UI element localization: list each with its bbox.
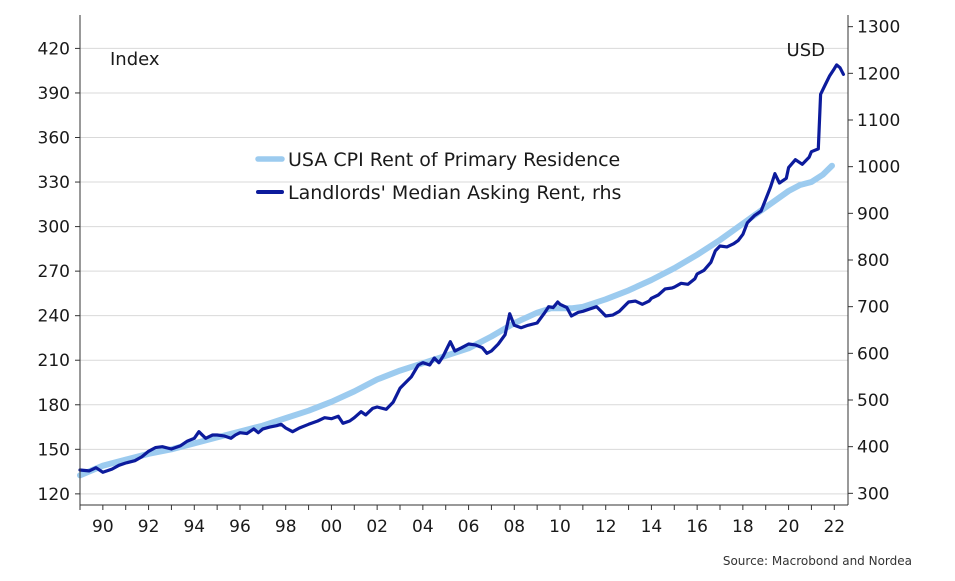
source-note: Source: Macrobond and Nordea bbox=[723, 554, 912, 568]
right-tick-label: 400 bbox=[857, 438, 889, 458]
x-tick-label: 92 bbox=[138, 517, 160, 537]
left-tick-label: 390 bbox=[38, 84, 70, 104]
x-tick-label: 96 bbox=[229, 517, 251, 537]
right-tick-label: 900 bbox=[857, 204, 889, 224]
x-tick-label: 90 bbox=[92, 517, 114, 537]
x-tick-label: 02 bbox=[366, 517, 388, 537]
left-tick-label: 300 bbox=[38, 218, 70, 238]
x-tick-label: 94 bbox=[183, 517, 205, 537]
x-tick-label: 14 bbox=[641, 517, 663, 537]
legend-label-asking-rent: Landlords' Median Asking Rent, rhs bbox=[288, 182, 621, 204]
axes bbox=[75, 15, 853, 510]
x-tick-label: 12 bbox=[595, 517, 617, 537]
x-tick-label: 22 bbox=[823, 517, 845, 537]
legend-label-cpi-rent: USA CPI Rent of Primary Residence bbox=[288, 149, 620, 171]
left-tick-label: 180 bbox=[38, 396, 70, 416]
right-tick-label: 1200 bbox=[857, 64, 900, 84]
right-tick-label: 500 bbox=[857, 391, 889, 411]
right-tick-label: 1300 bbox=[857, 18, 900, 38]
right-tick-label: 800 bbox=[857, 251, 889, 271]
left-tick-label: 120 bbox=[38, 485, 70, 505]
left-tick-label: 150 bbox=[38, 440, 70, 460]
left-tick-label: 210 bbox=[38, 351, 70, 371]
x-tick-label: 04 bbox=[412, 517, 434, 537]
x-tick-label: 16 bbox=[686, 517, 708, 537]
right-tick-label: 300 bbox=[857, 484, 889, 504]
left-tick-label: 420 bbox=[38, 39, 70, 59]
right-tick-label: 600 bbox=[857, 344, 889, 364]
x-tick-label: 08 bbox=[503, 517, 525, 537]
left-axis-title: Index bbox=[110, 49, 160, 70]
x-tick-label: 00 bbox=[321, 517, 343, 537]
right-tick-label: 1000 bbox=[857, 158, 900, 178]
left-tick-label: 330 bbox=[38, 173, 70, 193]
gridlines bbox=[80, 47, 848, 495]
left-tick-label: 270 bbox=[38, 262, 70, 282]
series-line-cpi-rent bbox=[77, 162, 835, 479]
x-tick-label: 18 bbox=[732, 517, 754, 537]
right-tick-label: 700 bbox=[857, 298, 889, 318]
x-tick-label: 10 bbox=[549, 517, 571, 537]
x-tick-label: 98 bbox=[275, 517, 297, 537]
right-axis-title: USD bbox=[787, 40, 825, 61]
x-tick-label: 20 bbox=[778, 517, 800, 537]
series-layer bbox=[77, 63, 846, 479]
left-tick-label: 240 bbox=[38, 307, 70, 327]
series-line-asking-rent bbox=[78, 63, 846, 474]
tick-labels: 1201501802102402703003303603904203004005… bbox=[38, 18, 901, 537]
legend: USA CPI Rent of Primary Residence Landlo… bbox=[255, 149, 621, 204]
x-tick-label: 06 bbox=[458, 517, 480, 537]
right-tick-label: 1100 bbox=[857, 111, 900, 131]
left-tick-label: 360 bbox=[38, 129, 70, 149]
